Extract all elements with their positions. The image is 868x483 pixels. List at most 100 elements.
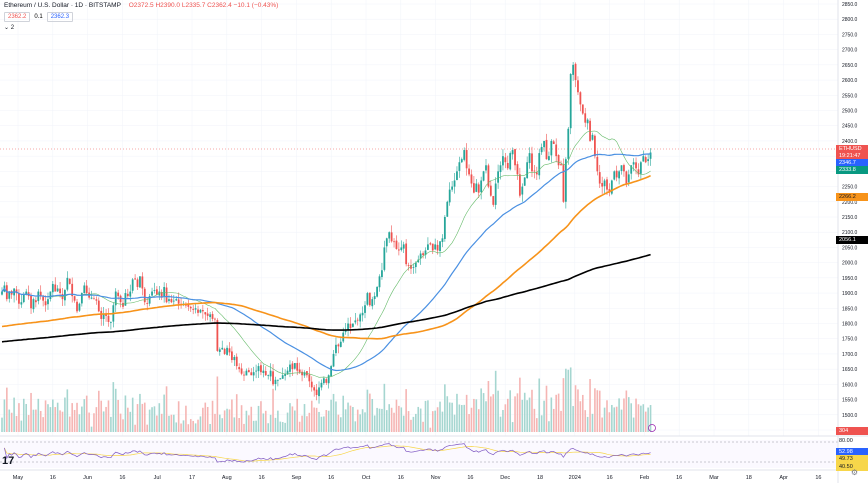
candle-body [623, 165, 625, 172]
candle-body [412, 267, 415, 269]
candle-body [204, 312, 207, 315]
volume-bar [376, 407, 378, 432]
volume-bar [582, 394, 584, 432]
volume-bar [306, 416, 308, 432]
volume-bar [310, 400, 313, 432]
volume-bar [37, 398, 40, 432]
price-tick-label: 1900.0 [842, 291, 858, 297]
volume-bar [1, 417, 3, 432]
volume-bar [330, 399, 332, 432]
volume-bar [533, 408, 536, 432]
time-axis-ticks[interactable]: May 16 Jun 16 Jul 17 Aug 16 Sep 16 Oct 16 Nov 16 Dec 18… [13, 475, 822, 481]
volume-bar [6, 387, 8, 432]
volume-bar [340, 417, 342, 432]
volume-bar [158, 403, 161, 432]
candle-body [25, 291, 28, 295]
volume-bar [540, 415, 543, 432]
candle-body [577, 80, 579, 93]
candle-body [100, 310, 103, 319]
volume-bar [81, 406, 83, 432]
volume-bar [272, 388, 274, 432]
candle-body [122, 302, 124, 307]
volume-bar [257, 405, 260, 432]
volume-bar [644, 411, 647, 432]
candle-body [192, 308, 195, 310]
candle-body [506, 162, 509, 169]
volume-bar [255, 420, 257, 432]
symbol-title[interactable]: Ethereum / U.S. Dollar · 1D · BITSTAMP [4, 2, 121, 9]
chevron-down-icon: ⌄ [4, 25, 10, 31]
time-tick-label: Jul [154, 475, 161, 481]
candle-body [579, 92, 582, 105]
candle-body [39, 291, 42, 297]
candle-body [371, 299, 374, 307]
time-tick-label: Apr [779, 475, 788, 481]
candle-body [581, 104, 584, 114]
price-tag: 2333.8 [836, 166, 868, 174]
volume-bar [202, 407, 204, 432]
indicators-toggle[interactable]: ⌄ 2 [4, 24, 14, 31]
volume-bar [88, 412, 90, 432]
volume-bar [139, 393, 141, 432]
candle-body [589, 120, 591, 141]
volume-bar [216, 376, 219, 432]
candle-body [518, 174, 521, 196]
volume-bar [335, 401, 337, 432]
price-tag: 304 [836, 427, 868, 435]
time-tick-label: 16 [815, 475, 821, 481]
volume-bar [415, 413, 417, 432]
indicator-count: 2 [10, 25, 15, 31]
price-tick-label: 2650.0 [842, 63, 858, 69]
volume-bar [277, 410, 279, 432]
volume-bar [579, 401, 582, 432]
candle-body [298, 369, 301, 373]
buy-button[interactable]: 2362.3 [46, 12, 74, 22]
candle-body [216, 320, 219, 351]
volume-bar [143, 402, 146, 432]
candle-body [301, 371, 303, 376]
candle-body [235, 356, 238, 367]
volume-bar [448, 402, 451, 432]
time-tick-label: May [13, 475, 24, 481]
price-tick-label: 2100.0 [842, 230, 858, 236]
price-axis-ticks[interactable]: 2850.0 2800.0 2750.0 2700.0 2650.0 2600.0 2550… [842, 2, 858, 434]
tradingview-logo-icon[interactable]: 17 [2, 455, 15, 467]
candle-body [56, 288, 59, 292]
volume-bar [526, 400, 528, 432]
volume-bar [458, 404, 461, 432]
volume-bar [531, 389, 533, 432]
candle-body [187, 304, 190, 307]
candle-body [71, 283, 74, 297]
volume-bar [182, 420, 185, 432]
chart-legend: Ethereum / U.S. Dollar · 1D · BITSTAMP O… [4, 2, 278, 9]
candle-body [630, 165, 633, 174]
candle-body [610, 180, 613, 194]
volume-bar [615, 406, 618, 432]
candle-body [393, 241, 395, 243]
candle-body [119, 295, 122, 303]
candle-body [163, 286, 166, 297]
candle-body [443, 217, 446, 239]
volume-bar [395, 399, 398, 432]
event-marker-icon[interactable] [648, 424, 656, 432]
candle-body [1, 291, 3, 295]
candle-body [572, 64, 575, 75]
sell-button[interactable]: 2362.2 [4, 12, 31, 22]
candle-body [448, 189, 451, 203]
volume-bar [451, 402, 453, 432]
volume-bar [627, 397, 630, 432]
gear-icon[interactable]: ⚙ [850, 468, 858, 477]
candle-body [598, 172, 601, 184]
candle-body [564, 159, 567, 202]
price-tick-label: 1800.0 [842, 322, 858, 328]
volume-bar [649, 405, 652, 432]
volume-bar [146, 424, 148, 432]
volume-bar [90, 426, 93, 432]
volume-bar [73, 409, 76, 432]
volume-bar [47, 404, 49, 432]
candle-body [557, 155, 560, 166]
candle-body [528, 153, 531, 164]
volume-bar [13, 397, 15, 432]
candle-body [642, 156, 645, 162]
